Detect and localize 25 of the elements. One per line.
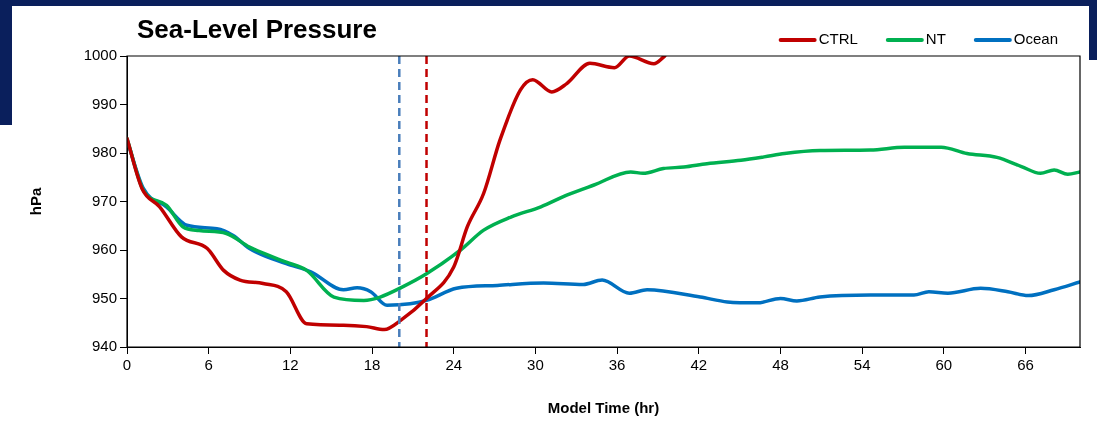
x-tick-label: 66 <box>1017 356 1034 374</box>
x-axis-title: Model Time (hr) <box>547 399 660 417</box>
legend-label: NT <box>925 30 946 48</box>
y-tick-label: 990 <box>91 94 117 112</box>
y-tick-label: 1000 <box>83 46 117 64</box>
y-axis-title: hPa <box>27 187 45 216</box>
legend-label: CTRL <box>818 30 858 48</box>
y-tick-label: 940 <box>91 337 117 355</box>
y-tick-label: 980 <box>91 143 117 161</box>
x-tick-label: 48 <box>772 356 789 374</box>
x-tick-label: 6 <box>204 356 213 374</box>
legend-label: Ocean <box>1013 30 1059 48</box>
x-tick-label: 30 <box>527 356 544 374</box>
x-tick-label: 0 <box>122 356 132 374</box>
x-tick-label: 42 <box>690 356 708 374</box>
x-tick-label: 60 <box>935 356 953 374</box>
chart-title: Sea-Level Pressure <box>137 14 377 44</box>
x-tick-label: 54 <box>853 356 871 374</box>
y-tick-label: 960 <box>91 240 117 258</box>
x-tick-label: 36 <box>608 356 626 374</box>
y-tick-label: 970 <box>91 191 117 209</box>
y-tick-label: 950 <box>91 288 117 306</box>
x-tick-label: 24 <box>445 356 463 374</box>
x-tick-label: 12 <box>282 356 299 374</box>
x-tick-label: 18 <box>363 356 381 374</box>
